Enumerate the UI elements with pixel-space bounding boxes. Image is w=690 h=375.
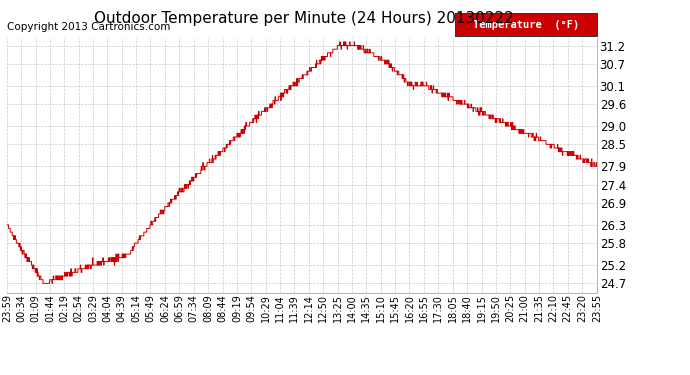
Text: Copyright 2013 Cartronics.com: Copyright 2013 Cartronics.com bbox=[7, 22, 170, 32]
Text: Outdoor Temperature per Minute (24 Hours) 20130222: Outdoor Temperature per Minute (24 Hours… bbox=[94, 11, 513, 26]
